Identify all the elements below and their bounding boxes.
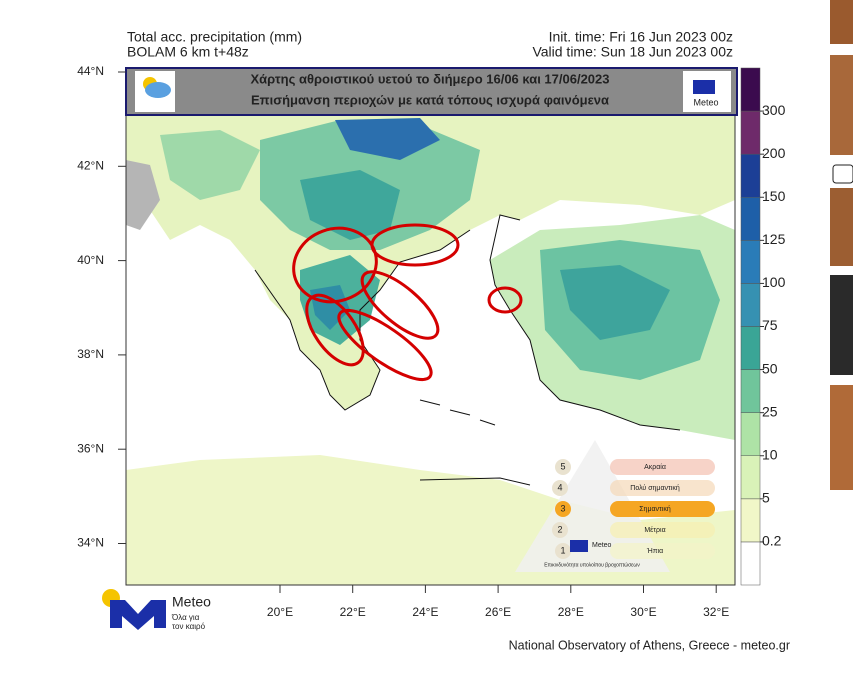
side-thumbnails <box>830 0 853 490</box>
lon-label: 22°E <box>340 605 366 619</box>
colorbar-band <box>740 498 761 543</box>
map: 5 Ακραία 4 Πολύ σημαντική 3 Σημαντική 2 Μέτρια 1… <box>126 68 735 585</box>
lat-label: 36°N <box>77 441 104 455</box>
legend-badge <box>555 543 571 559</box>
legend-number: 5 <box>560 461 565 471</box>
colorbar-label: 10 <box>762 446 778 462</box>
colorbar-band <box>740 455 761 500</box>
credit: National Observatory of Athens, Greece -… <box>509 638 790 652</box>
footer-logo-text: Meteo <box>172 594 211 610</box>
lat-label: 44°N <box>77 64 104 78</box>
lat-label: 42°N <box>77 158 104 172</box>
colorbar-band <box>740 153 761 198</box>
legend-number: 3 <box>560 503 565 513</box>
colorbar-band <box>740 67 761 112</box>
legend-badge <box>555 501 571 517</box>
header-text: BOLAM 6 km t+48z <box>127 44 249 60</box>
header-text: Valid time: Sun 18 Jun 2023 00z <box>532 44 733 60</box>
colorbar: 0.2 5 10 25 50 75 100 125 150 200 300 <box>740 67 786 586</box>
risk-legend: 5 Ακραία 4 Πολύ σημαντική 3 Σημαντική 2 Μέτρια 1… <box>515 440 715 572</box>
banner <box>125 67 738 116</box>
header-text: Init. time: Fri 16 Jun 2023 00z <box>549 29 733 45</box>
colorbar-band <box>740 326 761 370</box>
footer-logo: Meteo Όλα για τον καιρό <box>102 589 211 631</box>
footer-slogan: τον καιρό <box>172 622 206 631</box>
colorbar-label: 200 <box>762 145 786 161</box>
colorbar-band <box>740 283 761 327</box>
legend-row <box>610 459 715 475</box>
legend-label: Μέτρια <box>644 526 665 534</box>
lon-label: 26°E <box>485 605 511 619</box>
banner-logo: Meteo <box>693 97 718 107</box>
legend-label: Ακραία <box>644 463 666 471</box>
legend-row <box>610 543 715 559</box>
colorbar-band <box>740 197 761 241</box>
footer-slogan: Όλα για <box>171 613 200 622</box>
legend-badge <box>555 459 571 475</box>
legend-number: 1 <box>560 545 565 555</box>
lat-label: 34°N <box>77 536 104 550</box>
lon-label: 24°E <box>412 605 438 619</box>
colorbar-label: 125 <box>762 231 786 247</box>
legend-row <box>610 522 715 538</box>
lat-label: 38°N <box>77 347 104 361</box>
lat-label: 40°N <box>77 253 104 267</box>
legend-row <box>610 480 715 496</box>
lon-label: 30°E <box>630 605 656 619</box>
legend-number: 4 <box>557 482 562 492</box>
colorbar-label: 50 <box>762 360 778 376</box>
colorbar-label: 100 <box>762 274 786 290</box>
lon-label: 32°E <box>703 605 729 619</box>
legend-badge <box>552 480 568 496</box>
colorbar-label: 300 <box>762 102 786 118</box>
colorbar-band <box>740 541 761 586</box>
legend-logo: Meteo <box>592 542 612 549</box>
lon-label: 20°E <box>267 605 293 619</box>
colorbar-label: 5 <box>762 490 770 506</box>
legend-badge <box>552 522 568 538</box>
legend-label: Πολύ σημαντική <box>630 484 680 492</box>
legend-number: 2 <box>557 524 562 534</box>
legend-caption: Επικινδυνότητα υπολοίπου βροχοπτώσεων <box>544 561 640 568</box>
lon-label: 28°E <box>558 605 584 619</box>
legend-label: Σημαντική <box>639 506 671 513</box>
legend-label: Ήπια <box>646 548 663 555</box>
legend-row <box>610 501 715 517</box>
colorbar-band <box>740 412 761 456</box>
colorbar-label: 75 <box>762 317 778 333</box>
banner-text: Χάρτης αθροιστικού υετού το διήμερο 16/0… <box>251 71 610 86</box>
colorbar-label: 25 <box>762 403 778 419</box>
colorbar-band <box>740 240 761 284</box>
header-text: Total acc. precipitation (mm) <box>127 29 302 45</box>
banner-text: Επισήμανση περιοχών με κατά τόπους ισχυρ… <box>251 92 609 107</box>
colorbar-label: 0.2 <box>762 533 782 549</box>
colorbar-label: 150 <box>762 188 786 204</box>
colorbar-band <box>740 110 761 155</box>
colorbar-band <box>740 369 761 413</box>
